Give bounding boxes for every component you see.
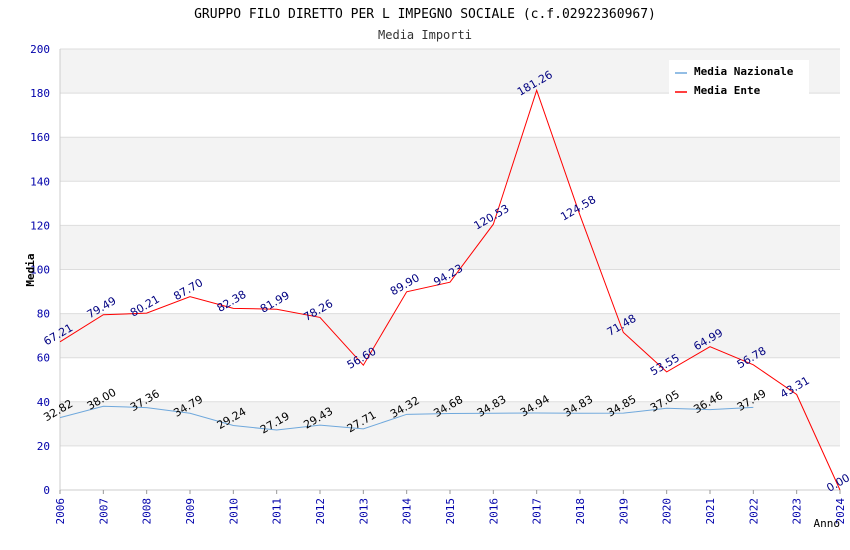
legend-label-media-ente: Media Ente xyxy=(694,84,761,97)
chart-subtitle: Media Importi xyxy=(378,28,472,42)
y-tick-label: 40 xyxy=(37,396,50,409)
chart-title: GRUPPO FILO DIRETTO PER L IMPEGNO SOCIAL… xyxy=(194,7,656,22)
x-tick-label: 2007 xyxy=(97,498,110,525)
x-axis-ticks: 2006 2007 2008 2009 2010 2011 2012 2013 2014 2015… xyxy=(54,490,847,525)
y-tick-label: 80 xyxy=(37,308,50,321)
y-tick-label: 20 xyxy=(37,440,50,453)
x-tick-label: 2021 xyxy=(704,498,717,525)
y-tick-label: 120 xyxy=(30,219,50,232)
legend-label-media-nazionale: Media Nazionale xyxy=(694,65,794,78)
x-tick-label: 2016 xyxy=(487,498,500,525)
plot-band xyxy=(60,445,840,490)
x-axis-label: Anno xyxy=(814,517,841,530)
x-tick-label: 2020 xyxy=(661,498,674,525)
x-tick-label: 2014 xyxy=(401,498,414,525)
legend-box xyxy=(669,60,809,98)
x-tick-label: 2012 xyxy=(314,498,327,525)
y-tick-label: 160 xyxy=(30,131,50,144)
x-tick-label: 2009 xyxy=(184,498,197,525)
legend: Media Nazionale Media Ente xyxy=(669,60,809,98)
plot-background xyxy=(60,49,840,490)
x-tick-label: 2023 xyxy=(791,498,804,525)
x-tick-label: 2015 xyxy=(444,498,457,525)
y-tick-label: 60 xyxy=(37,352,50,365)
series-line xyxy=(59,88,841,491)
x-tick-label: 2013 xyxy=(357,498,370,525)
series-line xyxy=(59,405,754,431)
y-axis-label: Media xyxy=(24,253,37,286)
series-lines xyxy=(59,88,841,491)
plot-band xyxy=(60,93,840,138)
plot-band xyxy=(60,137,840,182)
x-tick-label: 2011 xyxy=(271,498,284,525)
y-tick-label: 100 xyxy=(30,264,50,277)
x-tick-label: 2022 xyxy=(747,498,760,525)
plot-band xyxy=(60,269,840,314)
x-tick-label: 2018 xyxy=(574,498,587,525)
x-tick-label: 2024 xyxy=(834,498,847,525)
x-tick-label: 2019 xyxy=(617,498,630,525)
y-tick-label: 200 xyxy=(30,43,50,56)
y-tick-label: 140 xyxy=(30,175,50,188)
x-tick-label: 2017 xyxy=(531,498,544,525)
plot-band xyxy=(60,225,840,270)
plot-band xyxy=(60,181,840,226)
y-tick-label: 180 xyxy=(30,87,50,100)
x-tick-label: 2010 xyxy=(227,498,240,525)
x-tick-label: 2006 xyxy=(54,498,67,525)
y-axis-ticks: 0 20 40 60 80 100 120 140 160 180 200 xyxy=(30,43,50,497)
y-tick-label: 0 xyxy=(43,484,50,497)
plot-band xyxy=(60,357,840,402)
x-tick-label: 2008 xyxy=(141,498,154,525)
plot-band xyxy=(60,313,840,358)
